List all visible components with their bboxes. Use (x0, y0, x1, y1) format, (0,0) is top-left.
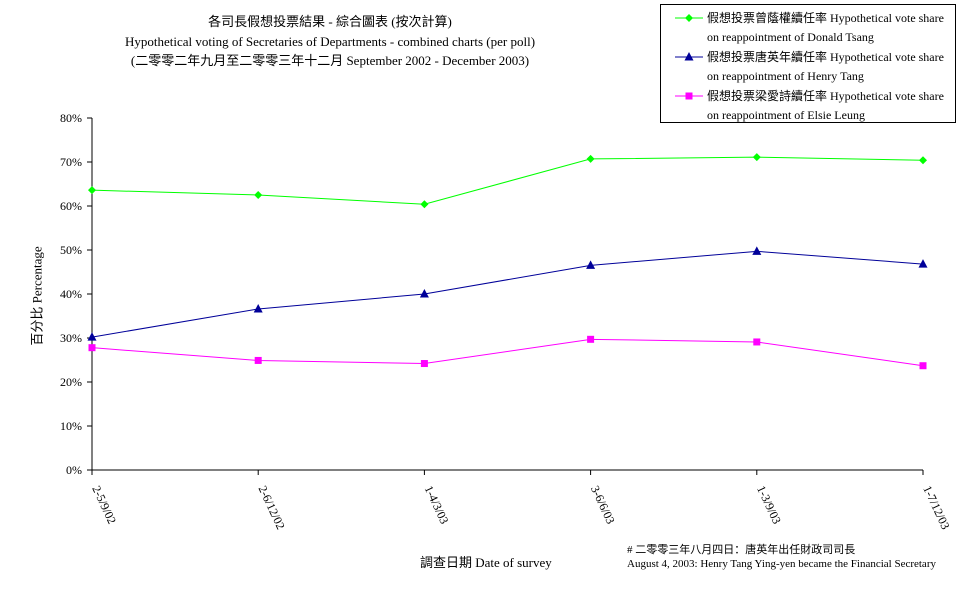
data-point-elsie-leung (919, 362, 927, 370)
data-point-donald-tsang (752, 153, 761, 162)
x-tick-label: 1-3/9/03 (754, 483, 784, 526)
x-axis-label: 調查日期 Date of survey (420, 555, 552, 570)
legend-markers (675, 14, 703, 100)
data-point-donald-tsang (420, 200, 429, 209)
y-tick-label: 60% (60, 199, 82, 213)
data-point-henry-tang (586, 260, 596, 269)
y-tick-label: 0% (66, 463, 82, 477)
data-point-henry-tang (419, 289, 429, 298)
data-point-donald-tsang (254, 191, 263, 199)
y-tick-label: 70% (60, 155, 82, 169)
x-tick-label: 2-5/9/02 (89, 483, 119, 526)
x-tick-label: 1-7/12/03 (920, 483, 952, 531)
y-tick-label: 20% (60, 375, 82, 389)
x-tick-label: 2-6/12/02 (255, 483, 287, 531)
y-axis-label: 百分比 Percentage (29, 246, 45, 346)
chart-series (87, 153, 928, 370)
footnote: # 二零零三年八月四日：唐英年出任財政司司長 August 4, 2003: H… (627, 543, 947, 571)
footnote-line-chinese: # 二零零三年八月四日：唐英年出任財政司司長 (627, 544, 856, 556)
y-tick-label: 40% (60, 287, 82, 301)
legend-entry-donald-tsang: 假想投票曾蔭權續任率 Hypothetical vote share on re… (707, 11, 944, 44)
data-point-donald-tsang (586, 154, 595, 163)
series-elsie-leung (88, 335, 927, 370)
data-point-elsie-leung (254, 356, 262, 364)
chart-axes: 0% 10% 20% 30% 40% 50% 60% 70% 80% 2-5/9/02 2-6/12… (60, 111, 953, 532)
y-tick-label: 80% (60, 111, 82, 125)
data-point-henry-tang (87, 332, 97, 341)
legend: 假想投票曾蔭權續任率 Hypothetical vote share on re… (660, 4, 956, 123)
data-point-elsie-leung (587, 335, 595, 343)
data-point-elsie-leung (88, 344, 96, 352)
y-tick-label: 10% (60, 419, 82, 433)
x-tick-label: 1-4/3/03 (422, 483, 452, 526)
data-point-elsie-leung (753, 338, 761, 346)
legend-entry-elsie-leung: 假想投票梁愛詩續任率 Hypothetical vote share on re… (707, 89, 944, 122)
legend-marker-donald-tsang (685, 14, 693, 22)
chart-period: (二零零二年九月至二零零三年十二月 September 2002 - Decem… (130, 53, 530, 68)
series-henry-tang (87, 246, 928, 341)
legend-marker-elsie-leung (685, 92, 693, 100)
legend-entry-henry-tang: 假想投票唐英年續任率 Hypothetical vote share on re… (707, 50, 944, 83)
data-point-henry-tang (752, 246, 762, 255)
legend-marker-henry-tang (684, 52, 694, 61)
series-line-donald-tsang (91, 156, 924, 205)
data-point-donald-tsang (88, 186, 96, 195)
series-donald-tsang (88, 153, 927, 209)
data-point-henry-tang (253, 303, 263, 313)
y-tick-label: 30% (60, 331, 82, 345)
data-point-henry-tang (918, 259, 928, 268)
series-line-henry-tang (91, 250, 924, 338)
data-point-donald-tsang (919, 156, 927, 165)
y-tick-label: 50% (60, 243, 82, 257)
chart-subtitle: Hypothetical voting of Secretaries of De… (124, 34, 536, 49)
footnote-line-english: August 4, 2003: Henry Tang Ying-yen beca… (627, 558, 936, 570)
series-line-elsie-leung (91, 338, 924, 367)
data-point-elsie-leung (420, 360, 428, 368)
x-tick-label: 3-6/6/03 (588, 483, 618, 526)
chart-title: 各司長假想投票結果 - 綜合圖表 (按次計算) (208, 14, 452, 29)
